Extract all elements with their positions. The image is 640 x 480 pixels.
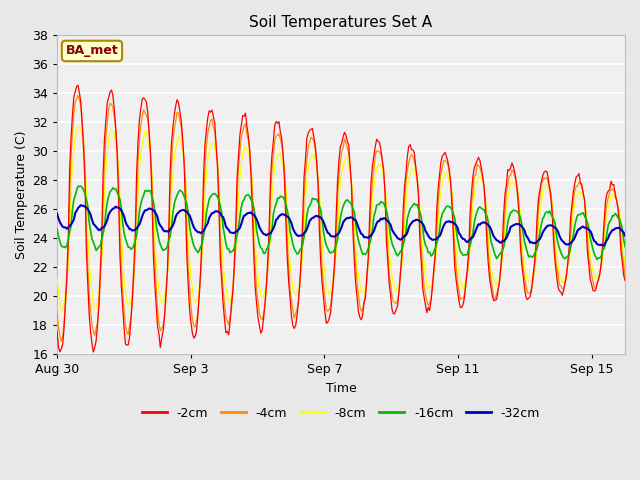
Title: Soil Temperatures Set A: Soil Temperatures Set A xyxy=(250,15,433,30)
Legend: -2cm, -4cm, -8cm, -16cm, -32cm: -2cm, -4cm, -8cm, -16cm, -32cm xyxy=(137,402,545,425)
X-axis label: Time: Time xyxy=(326,382,356,395)
Text: BA_met: BA_met xyxy=(65,45,118,58)
Y-axis label: Soil Temperature (C): Soil Temperature (C) xyxy=(15,131,28,259)
